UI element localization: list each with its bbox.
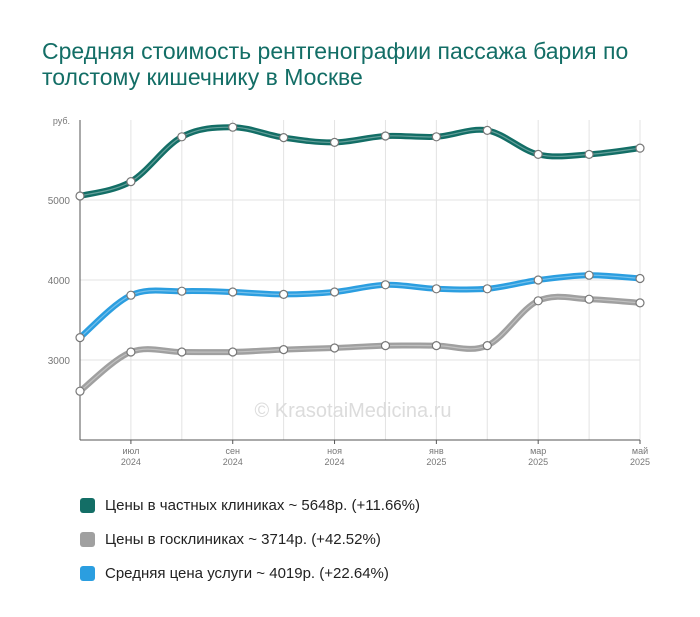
x-tick-label-year: 2024 — [121, 457, 141, 467]
legend-item-private[interactable]: Цены в частных клиниках ~ 5648р. (+11.66… — [80, 488, 420, 522]
legend-label-average: Средняя цена услуги ~ 4019р. (+22.64%) — [105, 564, 389, 582]
series-line-private — [77, 124, 643, 199]
x-tick-label-month: май — [632, 446, 648, 456]
data-point-average — [635, 273, 645, 284]
data-point-public — [228, 347, 238, 357]
data-point-public — [584, 294, 594, 304]
data-point-private — [75, 191, 85, 201]
legend-label-public: Цены в госклиниках ~ 3714р. (+42.52%) — [105, 530, 381, 548]
data-point-private — [482, 125, 492, 135]
x-tick-label-year: 2024 — [325, 457, 345, 467]
x-tick-label-year: 2025 — [426, 457, 446, 467]
data-point-private — [329, 137, 340, 147]
legend-item-public[interactable]: Цены в госклиниках ~ 3714р. (+42.52%) — [80, 522, 420, 556]
series-line-highlight-average — [79, 274, 641, 339]
data-point-average — [380, 280, 391, 290]
data-point-private — [177, 132, 187, 142]
data-point-private — [380, 131, 391, 141]
data-point-public — [482, 341, 492, 351]
y-tick-label: 4000 — [48, 276, 71, 287]
data-point-average — [584, 270, 594, 280]
data-point-average — [75, 333, 85, 343]
series-line-average — [77, 272, 643, 341]
data-point-average — [482, 284, 492, 294]
y-tick-label: 5000 — [48, 196, 71, 207]
y-tick-label: 3000 — [48, 356, 71, 367]
data-point-public — [635, 298, 645, 308]
legend-swatch-average — [80, 565, 95, 581]
series-line-public — [77, 293, 643, 395]
data-point-public — [329, 343, 340, 353]
line-chart: 300040005000руб.июл2024сен2024ноя2024янв… — [48, 116, 650, 467]
data-point-average — [126, 290, 136, 300]
data-point-public — [380, 341, 391, 351]
data-point-private — [584, 149, 594, 159]
legend-swatch-private — [80, 497, 95, 513]
data-point-public — [126, 347, 136, 357]
chart-title: Средняя стоимость рентгенографии пассажа… — [42, 38, 629, 90]
x-tick-label-month: июл — [122, 446, 139, 456]
x-tick-label-year: 2025 — [630, 457, 650, 467]
legend-swatch-public — [80, 531, 95, 547]
data-point-private — [228, 122, 238, 132]
x-tick-label-month: янв — [429, 446, 444, 456]
legend-item-average[interactable]: Средняя цена услуги ~ 4019р. (+22.64%) — [80, 556, 420, 590]
data-point-average — [177, 286, 187, 296]
data-point-average — [329, 287, 340, 297]
x-tick-label-year: 2024 — [223, 457, 243, 467]
data-point-average — [279, 289, 289, 299]
x-tick-label-month: мар — [530, 446, 546, 456]
legend-label-private: Цены в частных клиниках ~ 5648р. (+11.66… — [105, 496, 420, 514]
data-point-public — [75, 386, 85, 396]
data-point-private — [635, 143, 645, 153]
data-point-private — [431, 132, 441, 142]
x-tick-label-month: ноя — [327, 446, 342, 456]
data-point-public — [431, 341, 441, 351]
data-point-public — [533, 296, 543, 306]
y-unit-label: руб. — [53, 116, 70, 126]
x-tick-label-year: 2025 — [528, 457, 548, 467]
x-tick-label-month: сен — [225, 446, 240, 456]
watermark-text: © KrasotaiMedicina.ru — [254, 400, 451, 422]
data-point-private — [126, 177, 136, 187]
data-point-average — [533, 275, 543, 285]
data-point-average — [431, 284, 441, 294]
data-point-public — [177, 347, 187, 357]
data-point-private — [279, 133, 289, 143]
chart-legend: Цены в частных клиниках ~ 5648р. (+11.66… — [80, 488, 420, 590]
data-point-average — [228, 287, 238, 297]
data-point-private — [533, 149, 543, 159]
data-point-public — [279, 345, 289, 355]
